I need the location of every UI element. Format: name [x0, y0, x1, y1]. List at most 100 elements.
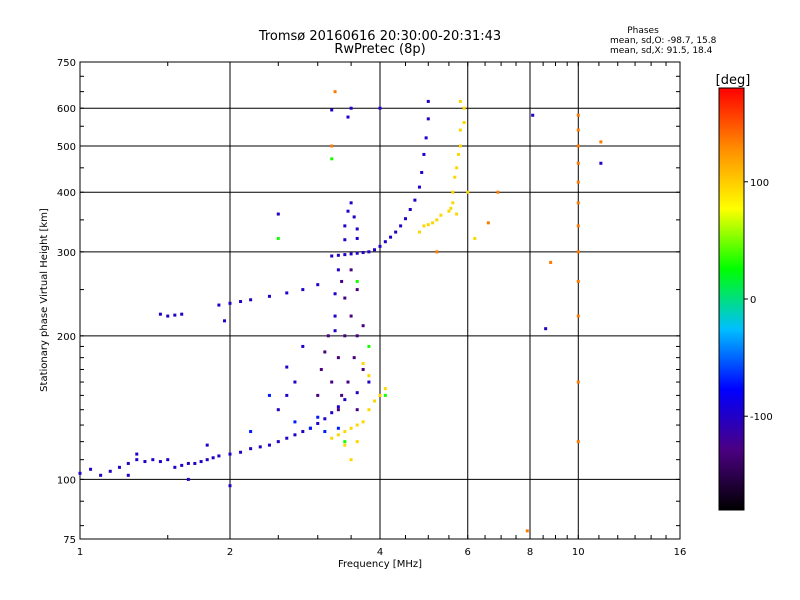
- y-tick-label: 100: [57, 475, 76, 486]
- data-point: [316, 283, 320, 287]
- data-point: [228, 452, 232, 456]
- y-tick-label: 200: [57, 332, 76, 343]
- data-point: [330, 157, 334, 161]
- data-point: [205, 443, 209, 447]
- data-point: [173, 465, 177, 469]
- data-point: [576, 440, 580, 444]
- data-point: [285, 393, 289, 397]
- colorbar-ticks: 100 0 -100: [744, 178, 773, 423]
- y-tick-label: 300: [57, 248, 76, 259]
- data-point: [373, 399, 377, 403]
- data-point: [258, 445, 262, 449]
- data-point: [355, 440, 359, 444]
- data-point: [173, 313, 177, 317]
- data-point: [435, 250, 439, 254]
- data-point: [355, 288, 359, 292]
- data-point: [355, 236, 359, 240]
- data-point: [336, 426, 340, 430]
- data-point: [544, 327, 548, 331]
- data-point: [355, 423, 359, 427]
- data-point: [135, 452, 139, 456]
- data-point: [426, 117, 430, 121]
- data-point: [340, 393, 344, 397]
- data-point: [211, 456, 215, 460]
- data-point: [330, 254, 334, 258]
- data-point: [267, 443, 271, 447]
- data-point: [367, 408, 371, 412]
- data-point: [217, 454, 221, 458]
- data-point: [336, 433, 340, 437]
- data-point: [383, 240, 387, 244]
- data-point: [424, 136, 428, 140]
- data-point: [166, 458, 170, 462]
- data-point: [343, 443, 347, 447]
- data-point: [462, 106, 466, 110]
- data-point: [455, 166, 459, 170]
- data-point: [193, 461, 197, 465]
- data-point: [151, 458, 155, 462]
- data-point: [367, 344, 371, 348]
- data-point: [451, 201, 455, 205]
- y-tick-label: 500: [57, 142, 76, 153]
- data-point: [285, 436, 289, 440]
- data-point: [383, 393, 387, 397]
- y-tick-label: 600: [57, 104, 76, 115]
- data-point: [458, 99, 462, 103]
- data-point: [336, 253, 340, 257]
- data-point: [346, 209, 350, 213]
- colorbar-tick-label: 0: [750, 295, 756, 306]
- data-point: [117, 465, 121, 469]
- data-point: [349, 426, 353, 430]
- y-tick-label: 400: [57, 188, 76, 199]
- data-point: [413, 198, 417, 202]
- data-point: [180, 463, 184, 467]
- data-point: [333, 90, 337, 94]
- data-point: [126, 461, 130, 465]
- data-point: [352, 356, 356, 360]
- data-point: [336, 356, 340, 360]
- data-point: [576, 279, 580, 283]
- data-point: [355, 227, 359, 231]
- data-point: [343, 398, 347, 402]
- data-point: [276, 212, 280, 216]
- colorbar: [deg] 100 0 -100: [716, 73, 773, 511]
- stats-heading: Phases: [627, 26, 659, 36]
- data-point: [361, 324, 365, 328]
- data-point: [333, 314, 337, 318]
- data-point: [453, 175, 457, 179]
- data-point: [316, 415, 320, 419]
- data-point: [205, 458, 209, 462]
- data-point: [267, 393, 271, 397]
- data-point: [367, 250, 371, 254]
- data-point: [426, 223, 430, 227]
- data-point: [576, 180, 580, 184]
- data-point: [343, 296, 347, 300]
- x-tick-label: 10: [572, 547, 585, 558]
- data-point: [367, 374, 371, 378]
- data-point: [343, 334, 347, 338]
- chart-title: Tromsø 20160616 20:30:00-20:31:43: [258, 29, 501, 44]
- data-point: [301, 430, 305, 434]
- data-point: [355, 334, 359, 338]
- data-point: [336, 408, 340, 412]
- data-point: [361, 251, 365, 255]
- data-point: [576, 314, 580, 318]
- data-point: [576, 113, 580, 117]
- data-point: [99, 473, 103, 477]
- data-point: [576, 250, 580, 254]
- data-point: [383, 387, 387, 391]
- data-point: [301, 344, 305, 348]
- data-point: [435, 218, 439, 222]
- data-point: [336, 268, 340, 272]
- data-point: [333, 292, 337, 296]
- data-point: [346, 115, 350, 119]
- data-point: [276, 440, 280, 444]
- data-point: [466, 190, 470, 194]
- data-point: [352, 215, 356, 219]
- y-tick-label: 75: [63, 535, 76, 546]
- data-point: [89, 467, 93, 471]
- data-point: [285, 291, 289, 295]
- data-point: [462, 121, 466, 125]
- data-point: [378, 393, 382, 397]
- colorbar-tick-label: -100: [750, 412, 773, 423]
